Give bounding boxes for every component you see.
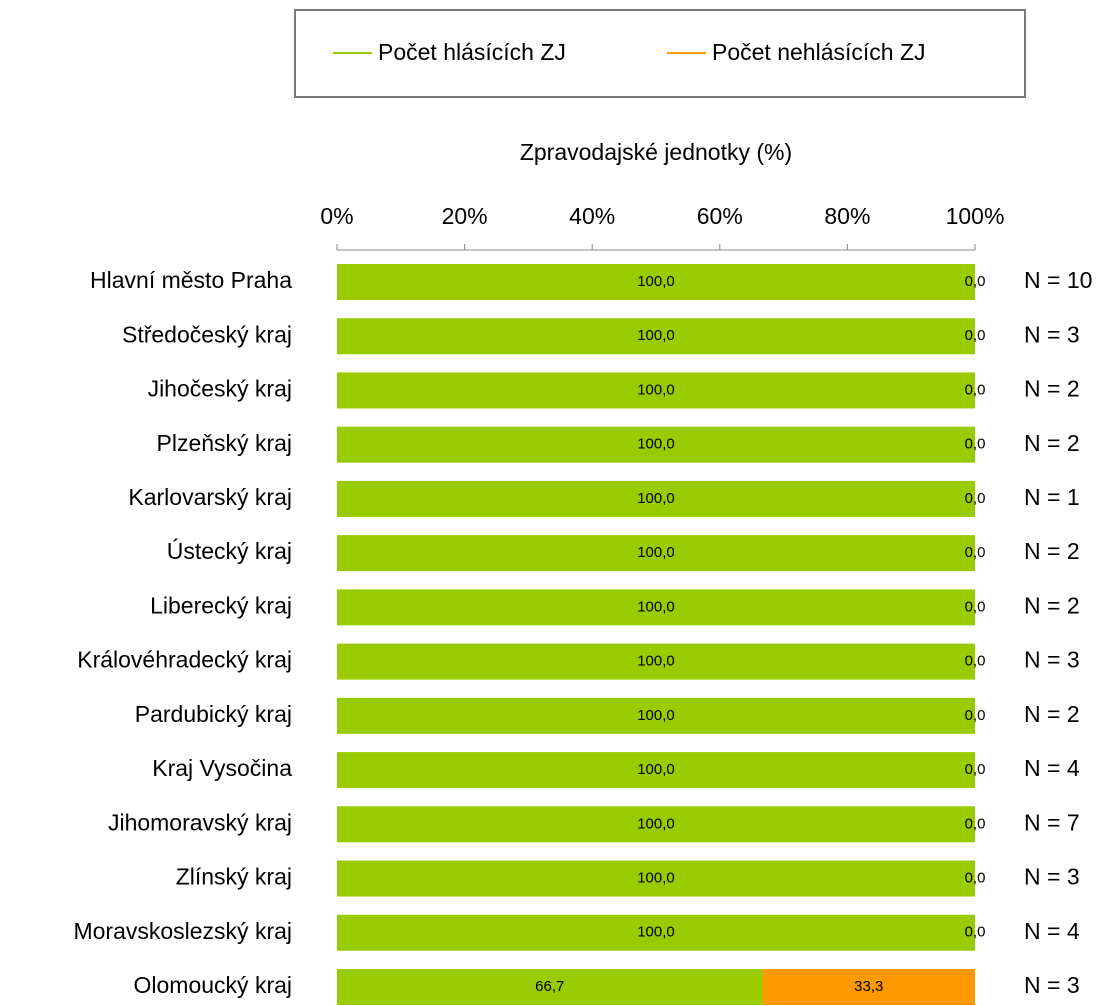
category-label: Plzeňský kraj [157, 430, 292, 456]
value-label: 0,0 [965, 544, 986, 561]
bar-segment [337, 968, 763, 1005]
bar-segment [337, 643, 975, 680]
value-label: 100,0 [637, 544, 675, 561]
value-label: 0,0 [965, 490, 986, 507]
bar-segment [762, 968, 975, 1005]
value-label: 0,0 [965, 924, 986, 941]
bar-segment [337, 589, 975, 626]
value-label: 0,0 [965, 869, 986, 886]
bar-segment [337, 318, 975, 355]
category-label: Ústecký kraj [167, 538, 292, 564]
value-label: 0,0 [965, 707, 986, 724]
n-label: N = 4 [1024, 755, 1080, 781]
bar-segment [337, 752, 975, 789]
n-label: N = 1 [1024, 484, 1080, 510]
value-label: 100,0 [637, 381, 675, 398]
x-tick-label: 80% [824, 203, 870, 229]
category-label: Jihočeský kraj [148, 376, 292, 402]
n-label: N = 2 [1024, 430, 1080, 456]
n-label: N = 2 [1024, 376, 1080, 402]
value-label: 0,0 [965, 598, 986, 615]
category-label: Královéhradecký kraj [77, 647, 292, 673]
value-label: 100,0 [637, 924, 675, 941]
n-label: N = 4 [1024, 918, 1080, 944]
bar-segment [337, 806, 975, 843]
value-label: 66,7 [535, 978, 564, 995]
value-label: 0,0 [965, 327, 986, 344]
value-label: 0,0 [965, 653, 986, 670]
n-label: N = 2 [1024, 592, 1080, 618]
value-label: 100,0 [637, 273, 675, 290]
bar-segment [337, 264, 975, 300]
bar-segment [337, 535, 975, 572]
n-label: N = 7 [1024, 809, 1080, 835]
value-label: 100,0 [637, 761, 675, 778]
x-axis-label: Zpravodajské jednotky (%) [520, 139, 792, 165]
x-tick-label: 60% [697, 203, 743, 229]
value-label: 33,3 [854, 978, 883, 995]
bar-segment [337, 697, 975, 734]
value-label: 0,0 [965, 381, 986, 398]
n-label: N = 3 [1024, 321, 1080, 347]
n-label: N = 3 [1024, 647, 1080, 673]
value-label: 100,0 [637, 869, 675, 886]
bar-segment [337, 426, 975, 463]
category-label: Karlovarský kraj [128, 484, 292, 510]
value-label: 100,0 [637, 490, 675, 507]
value-label: 100,0 [637, 707, 675, 724]
value-label: 100,0 [637, 327, 675, 344]
category-label: Středočeský kraj [122, 321, 292, 347]
value-label: 0,0 [965, 761, 986, 778]
category-label: Olomoucký kraj [134, 972, 292, 998]
legend-label: Počet nehlásících ZJ [712, 39, 926, 65]
value-label: 100,0 [637, 436, 675, 453]
x-tick-label: 40% [569, 203, 615, 229]
value-label: 0,0 [965, 436, 986, 453]
n-label: N = 10 [1024, 267, 1092, 293]
n-label: N = 3 [1024, 864, 1080, 890]
category-label: Hlavní město Praha [90, 267, 292, 293]
category-label: Pardubický kraj [135, 701, 292, 727]
legend-box [294, 9, 1026, 98]
value-label: 0,0 [965, 273, 986, 290]
value-label: 0,0 [965, 815, 986, 832]
n-label: N = 2 [1024, 701, 1080, 727]
bar-segment [337, 480, 975, 517]
value-label: 100,0 [637, 815, 675, 832]
x-tick-label: 100% [946, 203, 1005, 229]
category-label: Zlínský kraj [176, 864, 292, 890]
legend-label: Počet hlásících ZJ [378, 39, 566, 65]
n-label: N = 3 [1024, 972, 1080, 998]
category-label: Jihomoravský kraj [108, 809, 292, 835]
n-label: N = 2 [1024, 538, 1080, 564]
category-label: Moravskoslezský kraj [73, 918, 292, 944]
category-label: Kraj Vysočina [152, 755, 292, 781]
x-tick-label: 20% [442, 203, 488, 229]
bar-segment [337, 372, 975, 409]
value-label: 100,0 [637, 598, 675, 615]
bar-segment [337, 860, 975, 897]
x-tick-label: 0% [320, 203, 353, 229]
bar-segment [337, 914, 975, 951]
category-label: Liberecký kraj [150, 592, 292, 618]
value-label: 100,0 [637, 653, 675, 670]
